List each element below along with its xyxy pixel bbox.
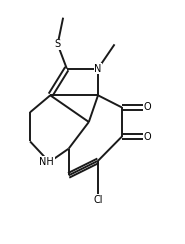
Text: S: S	[55, 39, 61, 49]
Text: NH: NH	[39, 157, 54, 167]
Text: N: N	[94, 64, 102, 74]
Text: O: O	[144, 132, 151, 142]
Text: Cl: Cl	[93, 195, 103, 205]
Text: O: O	[144, 102, 151, 112]
